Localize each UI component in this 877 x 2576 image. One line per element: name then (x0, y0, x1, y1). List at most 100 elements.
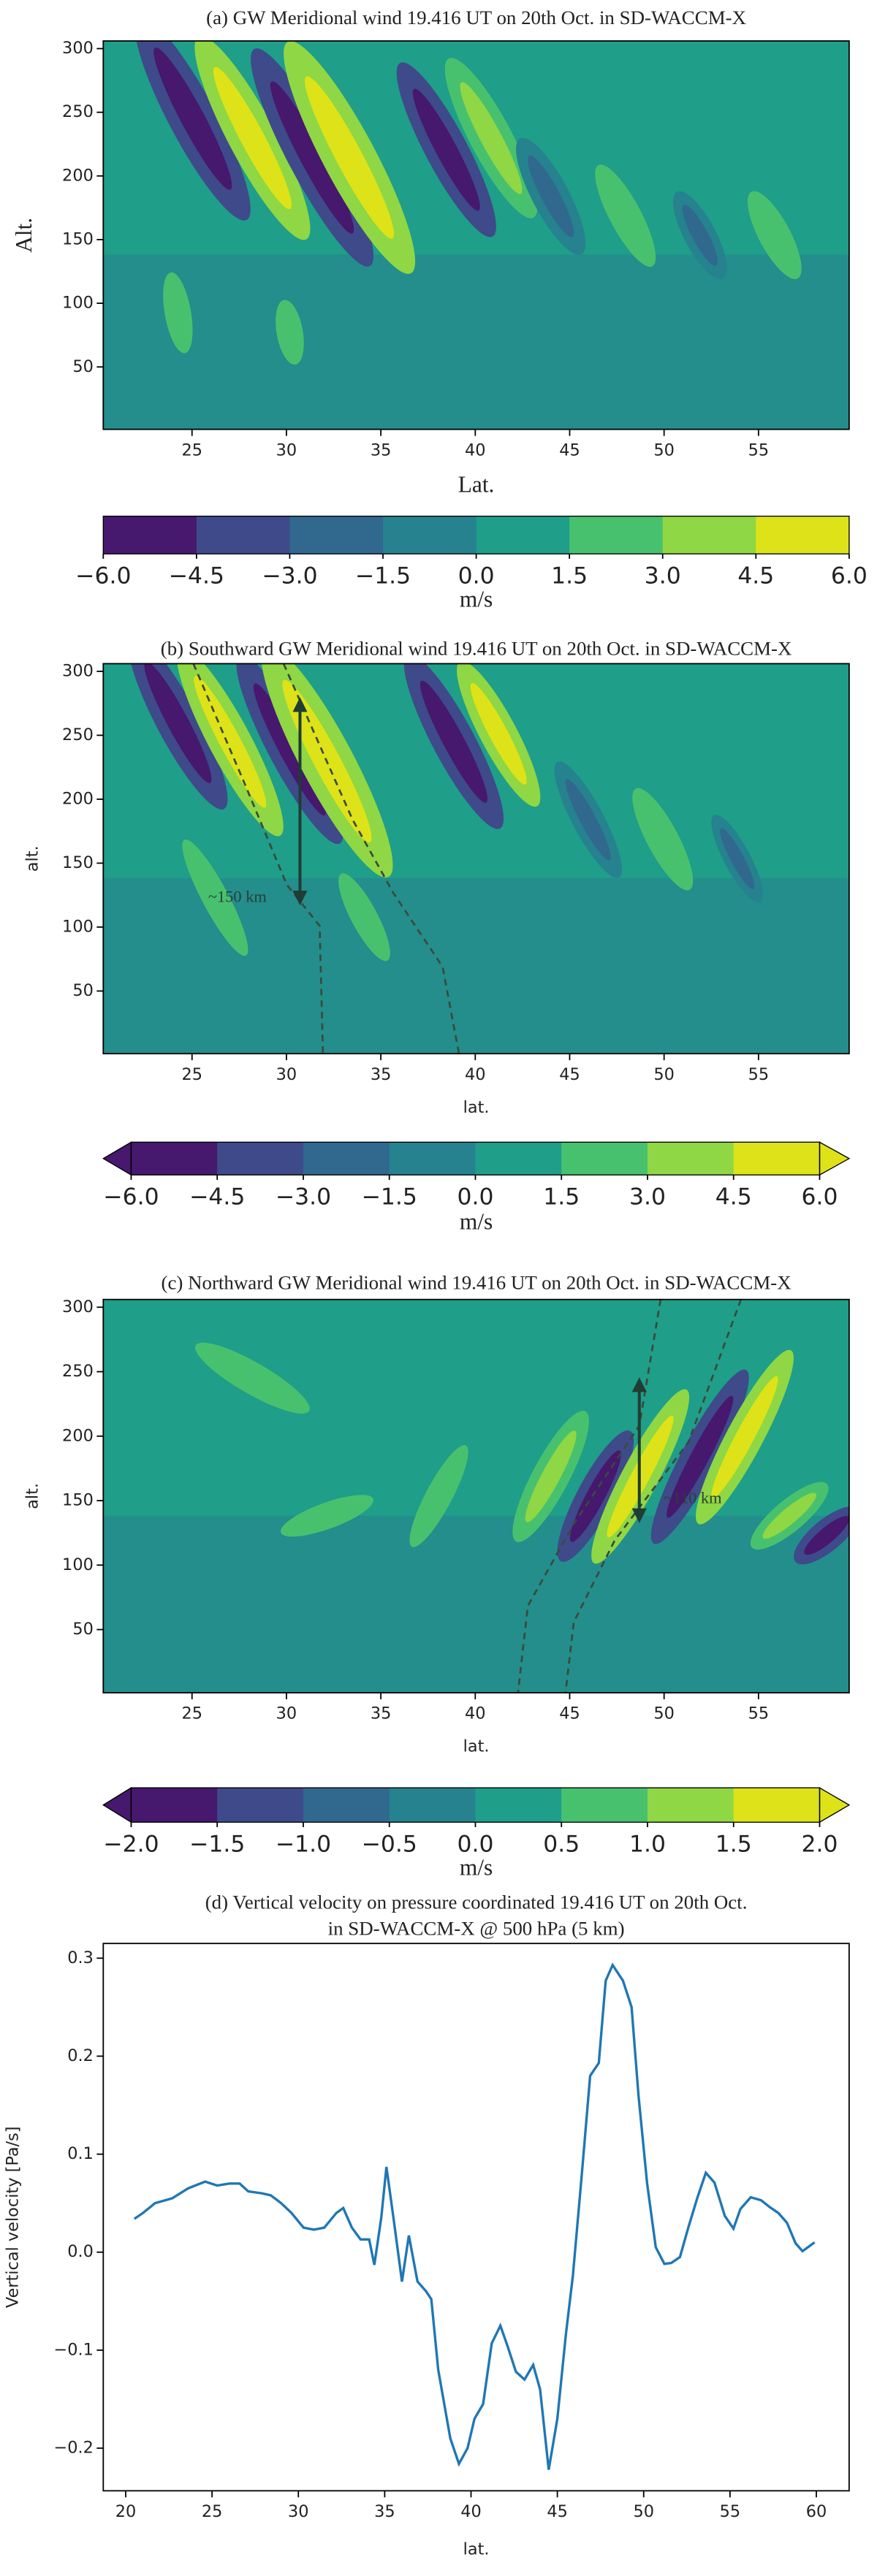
x-tick-label: 60 (806, 2502, 827, 2521)
colorbar-level (569, 516, 664, 555)
axes-frame (102, 40, 850, 430)
x-tick-label: 45 (559, 1704, 580, 1723)
x-tick-label: 35 (374, 2502, 395, 2521)
colorbar-level (289, 516, 384, 555)
y-tick-label: 300 (62, 39, 94, 58)
y-tick-label: 0.0 (67, 2242, 94, 2261)
colorbar-level (131, 1142, 218, 1175)
wave-core (460, 82, 523, 194)
x-tick-label: 50 (653, 1065, 675, 1084)
chart-title: (c) Northward GW Meridional wind 19.416 … (162, 1272, 791, 1294)
x-axis-label: lat. (463, 2540, 490, 2559)
y-tick-label: 0.1 (67, 2144, 94, 2163)
x-axis-label: lat. (463, 1098, 490, 1117)
axes-frame (102, 663, 850, 1055)
x-tick-label: 35 (371, 1704, 392, 1723)
panel: (a) GW Meridional wind 19.416 UT on 20th… (11, 7, 867, 611)
y-tick-label: 250 (62, 725, 94, 744)
chart-title: (b) Southward GW Meridional wind 19.416 … (161, 638, 792, 660)
wave-core (270, 81, 354, 234)
y-axis-label: alt. (23, 1483, 42, 1509)
colorbar-tick-label: 0.0 (458, 563, 495, 590)
wave-core (525, 1430, 577, 1523)
colorbar-tick-label: 3.0 (629, 1184, 666, 1211)
x-tick-label: 20 (115, 2502, 137, 2521)
y-tick-label: 300 (62, 1297, 94, 1316)
colorbar-level (389, 1142, 477, 1175)
y-axis-label: Vertical velocity [Pa/s] (3, 2126, 22, 2308)
annotation: ~110 km (664, 1488, 722, 1506)
x-tick-label: 55 (720, 2502, 741, 2521)
colorbar-tick-label: −6.0 (103, 1184, 159, 1211)
x-tick-label: 50 (633, 2502, 654, 2521)
wave-core (144, 663, 212, 783)
colorbar-tick-label: −1.5 (355, 563, 411, 590)
colorbar-extend (819, 1141, 851, 1176)
colorbar-tick-label: −0.5 (362, 1832, 417, 1858)
colorbar-level (103, 516, 197, 555)
y-tick-label: 0.3 (67, 1948, 94, 1967)
y-tick-label: 300 (62, 661, 94, 680)
x-tick-label: 35 (371, 1065, 392, 1084)
wave-core (756, 204, 792, 266)
wave-core (762, 1493, 816, 1539)
y-tick-label: 150 (62, 853, 94, 872)
wave-core (682, 204, 718, 266)
chart-title: (d) Vertical velocity on pressure coordi… (205, 1891, 748, 1913)
field-band (103, 1515, 849, 1693)
wave-core (412, 88, 480, 211)
x-tick-label: 35 (371, 441, 392, 460)
x-tick-label: 45 (559, 1065, 580, 1084)
y-tick-label: 50 (72, 981, 94, 1000)
colorbar-level (733, 1142, 821, 1175)
x-tick-label: 25 (181, 1065, 202, 1084)
colorbar-level (561, 1142, 648, 1175)
wave-core (253, 683, 327, 816)
wave-core (667, 1395, 734, 1518)
wave-core (642, 803, 683, 875)
colorbar-tick-label: −2.0 (103, 1832, 159, 1858)
colorbar-tick-label: −1.5 (189, 1832, 245, 1858)
contour-field (103, 663, 849, 1054)
colorbar-tick-label: −4.5 (169, 563, 224, 590)
x-tick-label: 55 (748, 1065, 770, 1084)
colorbar-tick-label: −3.0 (262, 563, 317, 590)
y-tick-label: 250 (62, 1362, 94, 1381)
colorbar-tick-label: 4.5 (715, 1184, 752, 1211)
colorbar-level (196, 516, 291, 555)
colorbar-tick-label: −1.5 (362, 1184, 417, 1211)
colorbar-tick-label: 1.0 (629, 1832, 666, 1858)
panel: (c) Northward GW Meridional wind 19.416 … (23, 1272, 851, 1880)
phase-line (282, 663, 460, 1054)
panel: (d) Vertical velocity on pressure coordi… (3, 1891, 850, 2559)
contour-field (103, 41, 849, 430)
colorbar-tick-label: 3.0 (645, 563, 681, 590)
wave-core (419, 1460, 459, 1532)
colorbar-level (476, 516, 570, 555)
y-tick-label: 250 (62, 102, 94, 121)
colorbar-tick-label: 1.5 (543, 1184, 580, 1211)
y-tick-label: 200 (62, 789, 94, 808)
colorbar-tick-label: 4.5 (737, 563, 774, 590)
contour-field (103, 1299, 849, 1693)
colorbar-extend (819, 1786, 851, 1824)
y-axis-label: Alt. (11, 218, 37, 253)
y-tick-label: 200 (62, 166, 94, 185)
wave-core (419, 680, 487, 803)
x-tick-label: 55 (748, 441, 770, 460)
y-tick-label: −0.2 (53, 2439, 93, 2458)
colorbar-level (131, 1788, 218, 1823)
x-tick-label: 40 (465, 1065, 486, 1084)
colorbar-extend (102, 1141, 132, 1176)
x-tick-label: 45 (547, 2502, 568, 2521)
wave-core (192, 857, 238, 939)
colorbar-level (303, 1788, 390, 1823)
colorbar-label: m/s (460, 1854, 493, 1880)
colorbar-level (561, 1788, 648, 1823)
wave-core (295, 1502, 360, 1529)
x-tick-label: 40 (460, 2502, 482, 2521)
colorbar-level (647, 1788, 734, 1823)
colorbar-tick-label: 0.5 (543, 1832, 580, 1858)
chart-title: (a) GW Meridional wind 19.416 UT on 20th… (206, 7, 746, 28)
phase-line (564, 1299, 743, 1693)
